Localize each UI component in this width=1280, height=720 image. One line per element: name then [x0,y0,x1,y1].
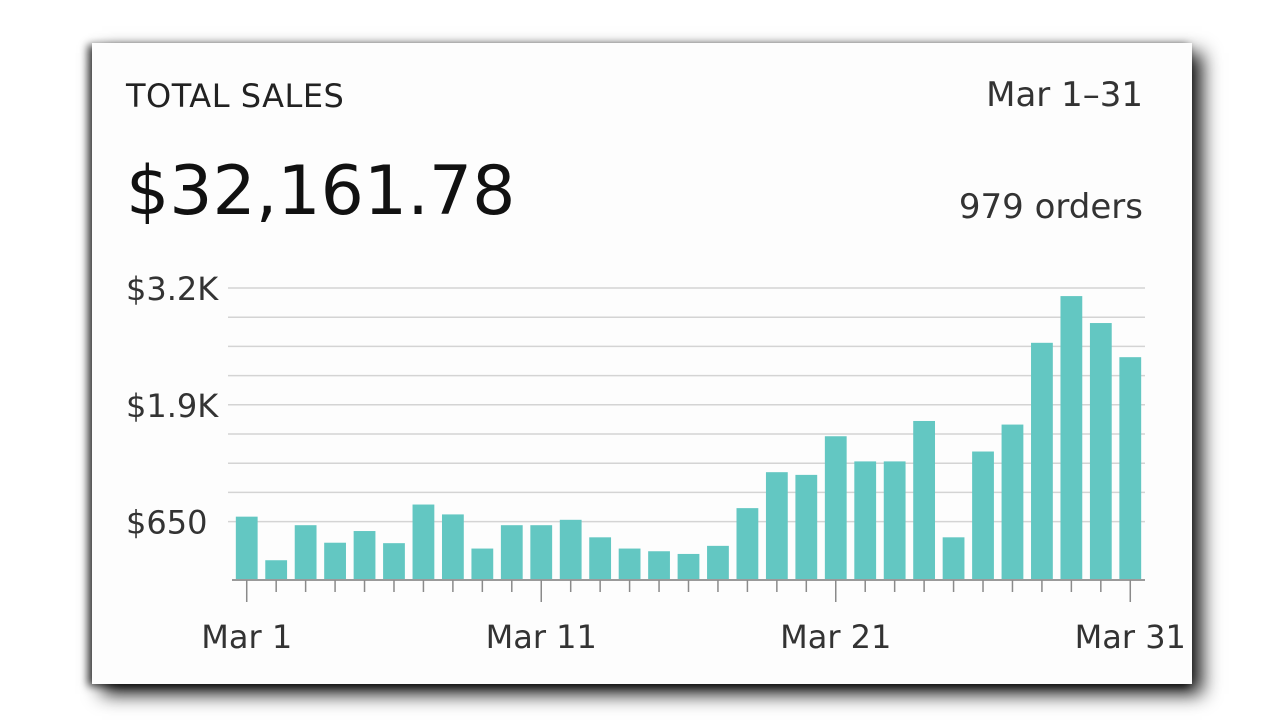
x-tick-label: Mar 11 [486,618,597,656]
bar-mar-11 [530,525,553,580]
bar-mar-18 [736,508,759,580]
bar-mar-12 [559,519,582,580]
bar-mar-27 [1001,424,1024,580]
card-title: TOTAL SALES [126,77,345,115]
bar-mar-1 [235,516,258,580]
bar-mar-9 [471,548,494,580]
y-tick-label: $1.9K [126,387,219,425]
bar-mar-30 [1089,323,1112,580]
bar-mar-23 [883,461,906,580]
bar-mar-5 [353,531,376,580]
bar-mar-24 [913,420,936,580]
bar-mar-25 [942,537,965,580]
orders-count: 979 orders [958,187,1143,227]
bar-mar-21 [824,436,847,580]
bar-mar-13 [589,537,612,580]
date-range[interactable]: Mar 1–31 [986,75,1143,115]
bar-mar-2 [265,560,288,580]
total-sales-value: $32,161.78 [126,152,516,231]
bar-mar-31 [1119,357,1142,580]
bar-mar-29 [1060,296,1083,580]
bar-mar-20 [795,474,818,580]
x-tick-label: Mar 1 [201,618,292,656]
bar-mar-19 [765,472,788,580]
bar-mar-3 [294,525,317,580]
bar-mar-28 [1031,342,1053,580]
bar-mar-8 [441,514,464,580]
x-tick-label: Mar 31 [1075,618,1186,656]
bar-mar-6 [383,543,405,580]
y-tick-label: $650 [126,504,207,542]
bar-mar-14 [618,548,641,580]
x-tick-label: Mar 21 [780,618,891,656]
bar-mar-10 [500,525,523,580]
bar-mar-15 [648,551,670,580]
bar-mar-22 [854,461,877,580]
bar-mar-17 [707,545,729,580]
bar-mar-16 [677,553,700,580]
bar-mar-7 [412,504,435,580]
bar-mar-4 [324,542,346,580]
bar-mar-26 [972,451,994,580]
y-tick-label: $3.2K [126,270,219,308]
